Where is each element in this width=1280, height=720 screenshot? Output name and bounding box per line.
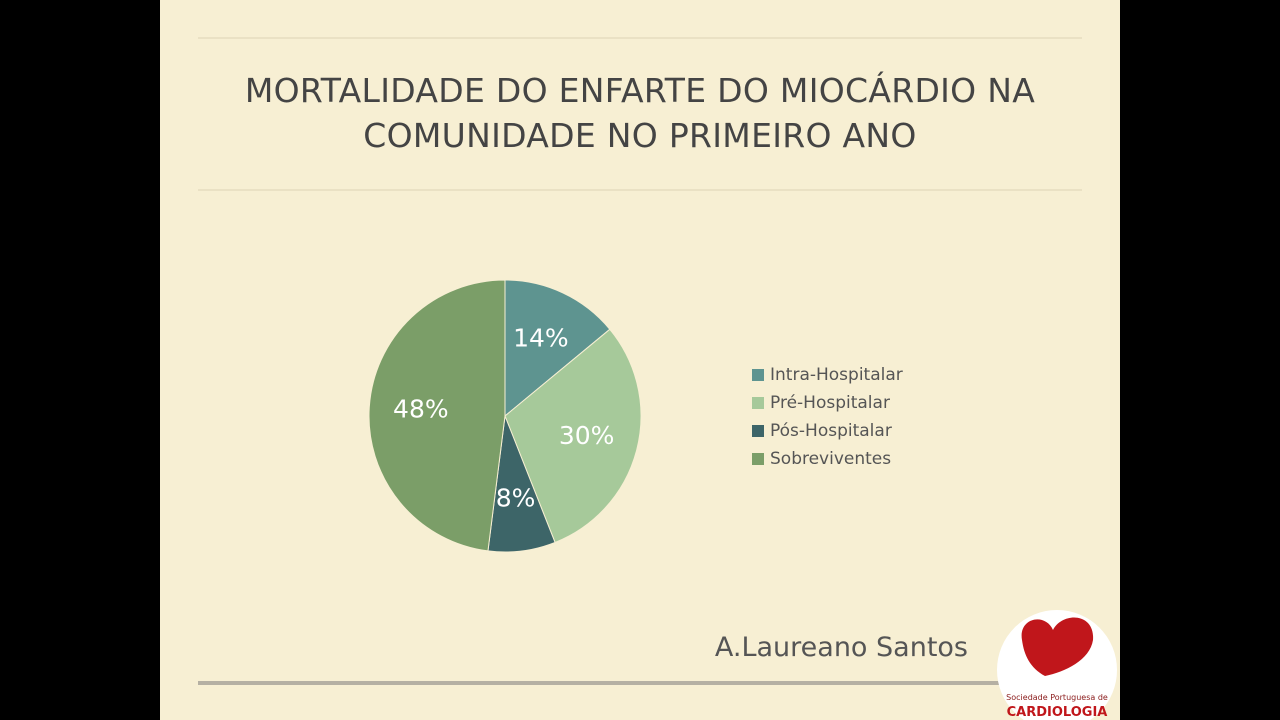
author: A.Laureano Santos [714, 632, 968, 663]
chart: Sociedade Portuguesa de CARDIOLOGIA 14% 3… [198, 37, 1117, 720]
legend-label: Sobreviventes [770, 449, 891, 469]
logo-heart [1021, 617, 1094, 676]
legend-swatch [752, 369, 764, 381]
value-label: 14% [513, 324, 569, 353]
pie-slice [368, 279, 506, 552]
slide: Sociedade Portuguesa de CARDIOLOGIA 14% 3… [160, 0, 1120, 720]
chart-title: MORTALIDADE DO ENFARTE DO MIOCÁRDIO NA C… [244, 71, 1036, 155]
legend-swatch [752, 453, 764, 465]
legend-label: Pré-Hospitalar [770, 393, 890, 413]
logo-text: Sociedade Portuguesa de [1006, 693, 1108, 702]
pie-slice [504, 328, 642, 544]
logo: Sociedade Portuguesa de CARDIOLOGIA [997, 610, 1117, 720]
value-label: 30% [559, 421, 615, 450]
legend-label: Pós-Hospitalar [770, 421, 892, 441]
value-label: 8% [496, 484, 536, 513]
legend-swatch [752, 397, 764, 409]
pie-slice [504, 279, 611, 418]
logo-text: CARDIOLOGIA [1007, 705, 1108, 720]
legend-label: Intra-Hospitalar [770, 365, 903, 385]
value-label: 48% [393, 395, 449, 424]
legend-swatch [752, 425, 764, 437]
